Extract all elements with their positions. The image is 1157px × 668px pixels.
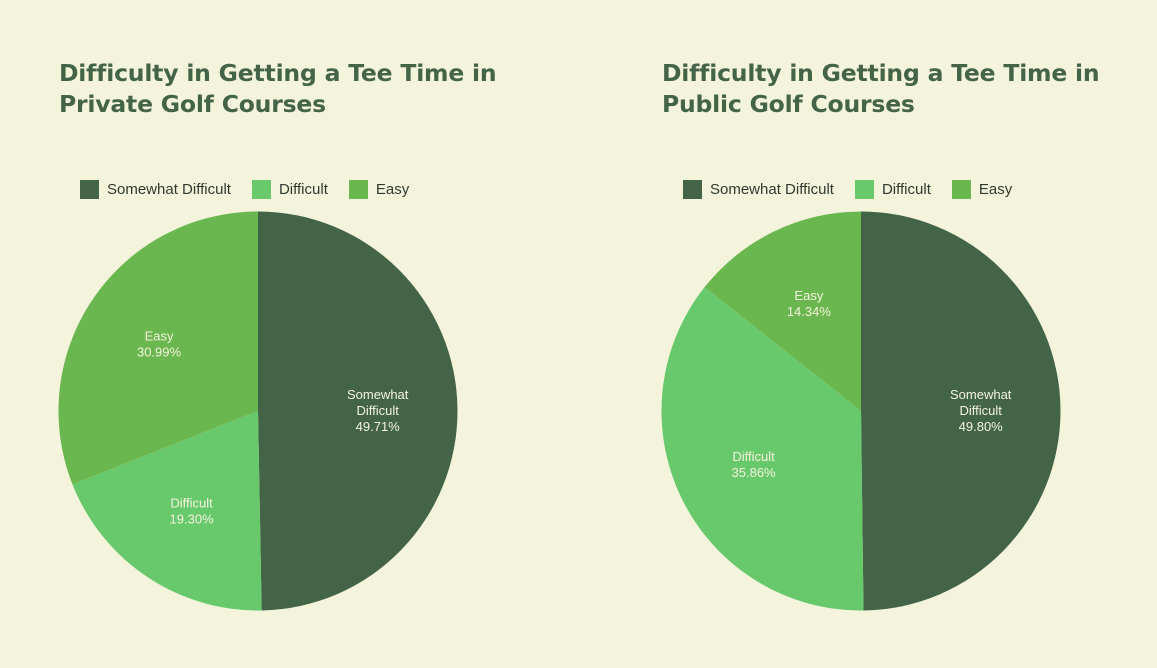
pie-chart: Somewhat Difficult 49.80%Difficult 35.86%Ea… — [661, 211, 1061, 611]
slice-label-line: Easy — [145, 329, 174, 344]
legend-swatch-easy — [348, 179, 368, 199]
chart-legend: Somewhat Difficult Difficult Easy — [80, 179, 430, 199]
slice-label-line: Easy — [794, 288, 823, 303]
slice-data-label: Difficult 35.86% — [732, 449, 777, 480]
slice-data-label: Somewhat Difficult 49.80% — [950, 387, 1012, 434]
legend-swatch-somewhat-difficult — [80, 179, 99, 199]
slice-label-line: 49.71% — [356, 419, 401, 434]
legend-item-somewhat-difficult: Somewhat Difficult — [683, 179, 834, 199]
legend-label: Easy — [978, 180, 1013, 198]
chart-title: Difficulty in Getting a Tee Time in Priv… — [59, 59, 497, 118]
slice-label-line: Difficult — [960, 403, 1003, 418]
legend-item-easy: Easy — [348, 179, 410, 199]
pie-slice-easy — [58, 211, 258, 485]
public-courses-chart-panel: Difficulty in Getting a Tee Time in Publ… — [603, 0, 1157, 668]
pie-slice-easy — [704, 211, 861, 411]
slice-label-line: 14.34% — [787, 304, 832, 319]
slice-label-line: 35.86% — [732, 465, 777, 480]
pie-slice-somewhat-difficult — [861, 211, 1061, 611]
legend-item-easy: Easy — [951, 179, 1013, 199]
slice-data-label: Somewhat Difficult 49.71% — [347, 387, 409, 434]
slice-data-label: Easy 30.99% — [137, 329, 182, 360]
slice-label-line: Difficult — [356, 403, 399, 418]
legend-label: Difficult — [881, 180, 931, 198]
slice-label-line: 49.80% — [959, 419, 1004, 434]
chart-legend: Somewhat Difficult Difficult Easy — [683, 179, 1033, 199]
slice-label-line: Difficult — [170, 496, 213, 511]
private-courses-chart-panel: Difficulty in Getting a Tee Time in Priv… — [0, 0, 560, 668]
slice-data-label: Easy 14.34% — [787, 288, 832, 319]
legend-label: Somewhat Difficult — [710, 180, 834, 198]
legend-swatch-somewhat-difficult — [683, 179, 702, 199]
pie-slice-somewhat-difficult — [258, 211, 458, 611]
slice-label-line: Somewhat — [347, 387, 409, 402]
slice-label-line: Somewhat — [950, 387, 1012, 402]
slice-label-line: 30.99% — [137, 345, 182, 360]
legend-label: Easy — [375, 180, 410, 198]
chart-title: Difficulty in Getting a Tee Time in Publ… — [662, 59, 1100, 118]
slice-label-line: Difficult — [732, 449, 775, 464]
legend-item-difficult: Difficult — [854, 179, 931, 199]
legend-label: Somewhat Difficult — [107, 180, 231, 198]
legend-label: Difficult — [278, 180, 328, 198]
legend-swatch-difficult — [854, 179, 874, 199]
pie-slice-difficult — [661, 287, 864, 611]
slice-label-line: 19.30% — [170, 512, 215, 527]
pie-slice-difficult — [72, 411, 262, 611]
legend-swatch-easy — [951, 179, 971, 199]
pie-chart: Somewhat Difficult 49.71%Difficult 19.30%Ea… — [58, 211, 458, 611]
slice-data-label: Difficult 19.30% — [170, 496, 215, 527]
legend-item-difficult: Difficult — [251, 179, 328, 199]
legend-item-somewhat-difficult: Somewhat Difficult — [80, 179, 231, 199]
legend-swatch-difficult — [251, 179, 271, 199]
